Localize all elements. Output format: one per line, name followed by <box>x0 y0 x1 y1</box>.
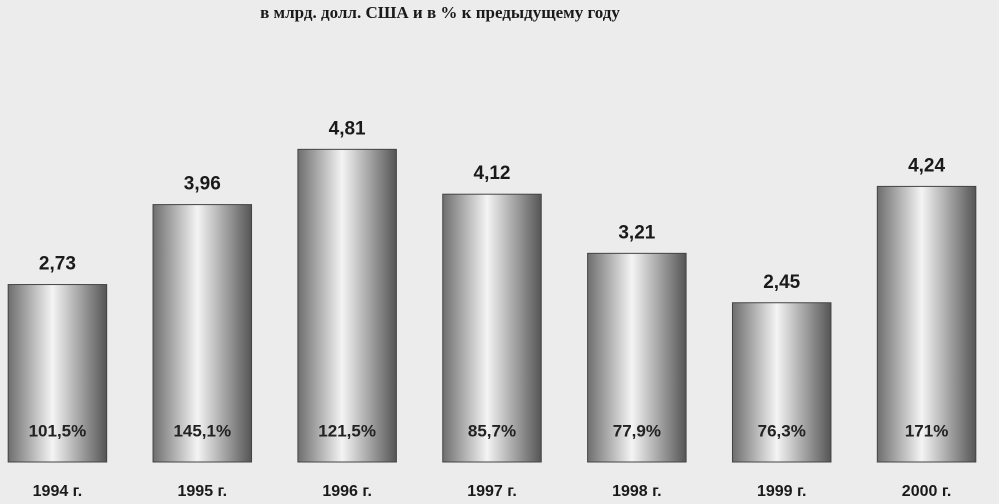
bar <box>7 284 108 463</box>
x-tick-label: 1998 г. <box>612 483 662 500</box>
chart-title: в млрд. долл. США и в % к предыдущему го… <box>260 3 620 22</box>
x-tick-label: 2000 г. <box>902 483 952 500</box>
bar <box>442 193 542 463</box>
value-label: 4,81 <box>329 118 366 139</box>
x-tick-label: 1994 г. <box>33 483 83 500</box>
value-label: 3,21 <box>618 222 655 243</box>
value-label: 4,12 <box>474 163 511 184</box>
bar-inner-label: 77,9% <box>613 421 661 440</box>
bar-inner-label: 145,1% <box>173 421 231 440</box>
bar <box>731 302 832 463</box>
value-label: 2,73 <box>39 254 76 275</box>
x-tick-label: 1999 г. <box>757 483 807 500</box>
bar-inner-label: 85,7% <box>468 421 516 440</box>
x-tick-label: 1997 г. <box>467 483 517 500</box>
bar-inner-label: 171% <box>905 421 948 440</box>
bar <box>297 148 397 463</box>
bar-inner-label: 121,5% <box>318 421 376 440</box>
value-label: 2,45 <box>763 272 800 293</box>
bar <box>876 185 977 463</box>
value-label: 4,24 <box>908 155 945 176</box>
bar <box>152 204 253 463</box>
x-tick-label: 1996 г. <box>322 483 372 500</box>
bar <box>587 252 687 463</box>
value-label: 3,96 <box>184 174 221 195</box>
bar-inner-label: 101,5% <box>29 421 87 440</box>
bar-inner-label: 76,3% <box>758 421 806 440</box>
x-tick-label: 1995 г. <box>178 483 228 500</box>
